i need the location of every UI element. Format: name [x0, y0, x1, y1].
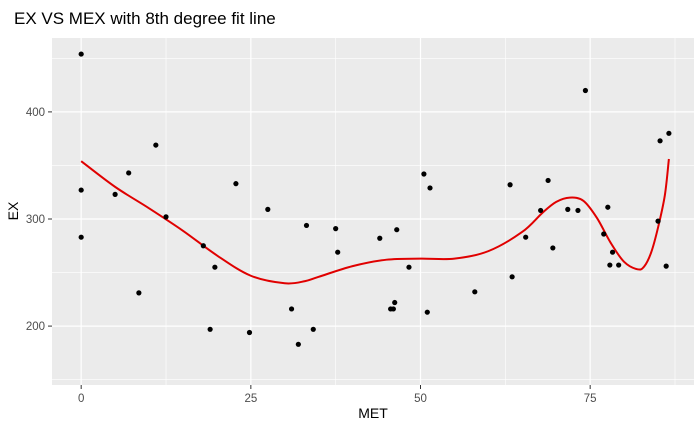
data-point — [427, 185, 433, 191]
data-point — [601, 231, 607, 237]
data-point — [394, 227, 400, 233]
data-point — [472, 289, 478, 295]
fit-line — [80, 158, 670, 285]
fit-line-group — [80, 158, 670, 285]
data-point — [246, 329, 253, 336]
data-point — [523, 234, 529, 240]
data-point — [295, 341, 301, 347]
data-point — [233, 181, 239, 187]
data-point — [200, 243, 206, 249]
data-point — [666, 130, 672, 136]
data-point — [605, 204, 611, 210]
data-point — [310, 326, 316, 332]
data-point — [582, 87, 589, 94]
y-tick-label: 400 — [26, 107, 45, 119]
data-point — [609, 249, 616, 255]
data-point — [207, 326, 213, 332]
data-point — [265, 206, 271, 212]
data-point — [112, 191, 118, 197]
data-points — [78, 51, 672, 347]
x-tick-label: 50 — [414, 393, 427, 405]
data-point — [78, 187, 84, 193]
data-point — [545, 177, 551, 184]
minor-gridlines — [52, 38, 694, 385]
x-tick-label: 25 — [244, 393, 257, 405]
chart-title: EX VS MEX with 8th degree fit line — [14, 9, 276, 28]
data-point — [335, 249, 341, 255]
data-point — [78, 51, 84, 57]
data-point — [136, 290, 142, 296]
y-tick-label: 200 — [26, 321, 45, 333]
data-point — [565, 206, 571, 212]
data-point — [212, 264, 218, 270]
major-gridlines — [52, 38, 694, 385]
data-point — [616, 262, 622, 268]
data-point — [655, 218, 661, 224]
plot-panel — [52, 38, 694, 385]
y-axis-title: EX — [5, 201, 21, 220]
data-point — [575, 207, 581, 214]
data-point — [163, 214, 169, 220]
data-point — [78, 234, 84, 240]
data-point — [303, 222, 310, 229]
data-point — [390, 306, 396, 312]
data-point — [424, 309, 430, 315]
data-point — [392, 299, 398, 306]
data-point — [509, 274, 515, 280]
tick-labels: 0 25 50 75 200 300 400 — [26, 107, 597, 405]
x-tick-label: 75 — [584, 393, 597, 405]
data-point — [406, 264, 412, 270]
x-tick-label: 0 — [78, 393, 84, 405]
y-tick-label: 300 — [26, 214, 45, 226]
data-point — [333, 226, 339, 232]
data-point — [288, 306, 295, 312]
data-point — [153, 142, 159, 148]
data-point — [126, 170, 132, 176]
data-point — [507, 182, 513, 188]
data-point — [538, 207, 544, 214]
data-point — [377, 235, 383, 241]
data-point — [663, 263, 669, 269]
axis-ticks — [48, 111, 591, 389]
x-axis-title: MET — [358, 405, 388, 421]
data-point — [550, 245, 556, 251]
data-point — [607, 262, 613, 268]
data-point — [421, 171, 427, 177]
data-point — [657, 138, 663, 144]
